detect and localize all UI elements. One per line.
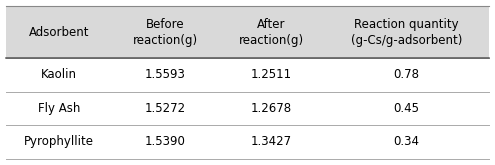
Text: Pyrophyllite: Pyrophyllite [24,135,95,148]
Text: 1.5272: 1.5272 [145,102,186,115]
Text: 0.45: 0.45 [394,102,420,115]
Text: 0.34: 0.34 [394,135,420,148]
Text: Before
reaction(g): Before reaction(g) [133,18,198,47]
FancyBboxPatch shape [6,125,489,159]
Text: Fly Ash: Fly Ash [38,102,81,115]
Text: 1.2511: 1.2511 [251,68,292,82]
Text: Kaolin: Kaolin [42,68,77,82]
Text: 1.5593: 1.5593 [145,68,186,82]
Text: Reaction quantity
(g-Cs/g-adsorbent): Reaction quantity (g-Cs/g-adsorbent) [351,18,462,47]
Text: 1.3427: 1.3427 [251,135,292,148]
Text: Adsorbent: Adsorbent [29,26,90,39]
FancyBboxPatch shape [6,92,489,125]
FancyBboxPatch shape [6,6,489,58]
FancyBboxPatch shape [6,58,489,92]
Text: After
reaction(g): After reaction(g) [239,18,304,47]
Text: 0.78: 0.78 [394,68,420,82]
Text: 1.5390: 1.5390 [145,135,186,148]
Text: 1.2678: 1.2678 [251,102,292,115]
